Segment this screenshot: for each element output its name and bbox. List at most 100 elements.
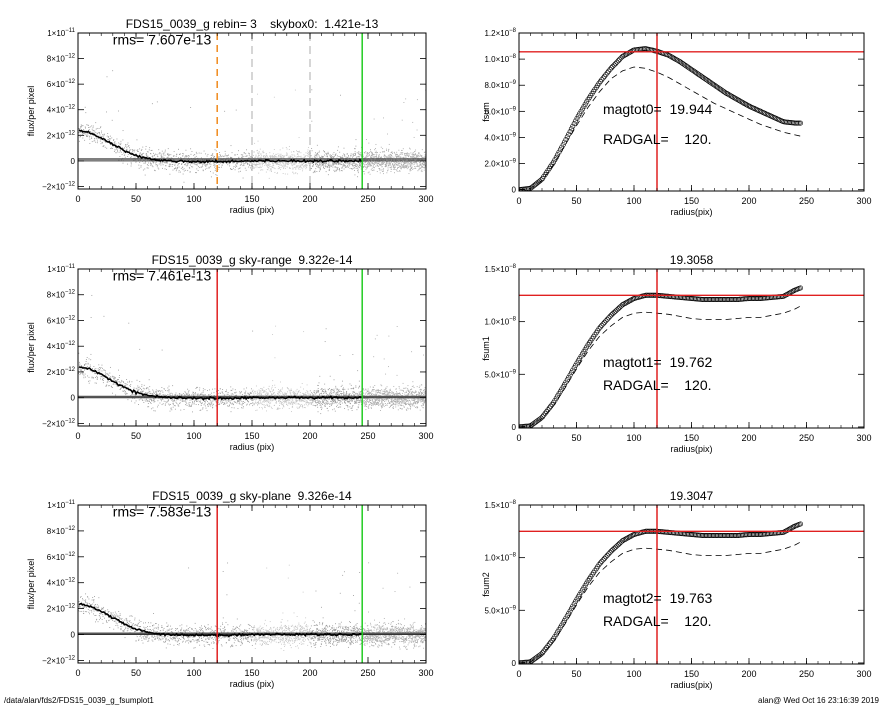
data-point — [322, 402, 324, 404]
data-point — [285, 163, 287, 165]
data-point — [125, 390, 127, 392]
data-point — [280, 390, 282, 391]
data-point — [188, 402, 190, 404]
data-point — [300, 394, 302, 396]
data-point — [316, 171, 318, 172]
data-point — [162, 403, 164, 405]
data-point — [405, 162, 407, 164]
data-point — [328, 389, 330, 391]
data-point — [369, 151, 370, 153]
data-point — [370, 150, 372, 152]
data-point — [384, 157, 386, 159]
data-point — [259, 157, 261, 159]
data-point — [378, 156, 380, 157]
data-point — [278, 408, 280, 410]
data-point — [388, 165, 390, 167]
data-point — [103, 140, 105, 141]
data-point — [299, 394, 301, 396]
data-point — [339, 163, 341, 165]
data-point — [334, 163, 335, 165]
data-point — [386, 161, 387, 163]
data-point — [351, 163, 353, 165]
data-point — [123, 388, 125, 390]
data-point — [178, 166, 180, 168]
data-point — [113, 383, 115, 385]
data-point — [155, 162, 157, 164]
data-point — [120, 142, 122, 144]
data-point — [252, 166, 254, 168]
data-point — [207, 390, 208, 392]
data-point — [393, 160, 395, 162]
data-point — [283, 394, 285, 396]
y-tick-label: 0 — [512, 186, 517, 195]
data-point — [401, 166, 403, 168]
data-point — [184, 164, 186, 166]
data-point — [100, 126, 102, 128]
data-point — [165, 390, 166, 392]
data-point — [379, 161, 381, 163]
data-point — [279, 405, 280, 407]
data-point — [199, 394, 201, 396]
data-point — [338, 156, 340, 158]
data-point — [280, 169, 281, 171]
data-point — [170, 407, 172, 409]
data-point — [225, 399, 227, 401]
data-point — [258, 154, 260, 156]
data-point — [93, 140, 95, 142]
data-point — [297, 161, 299, 163]
data-point — [281, 398, 282, 400]
data-point — [110, 376, 112, 378]
data-point — [409, 164, 411, 166]
data-point — [257, 93, 258, 95]
data-point — [375, 151, 377, 153]
data-point — [94, 382, 96, 384]
data-point — [131, 156, 133, 158]
data-point — [401, 165, 403, 167]
data-point — [303, 393, 305, 395]
data-point — [189, 402, 191, 403]
data-point — [324, 399, 325, 401]
data-point — [122, 130, 124, 132]
data-point — [263, 152, 265, 154]
data-point — [402, 165, 404, 167]
data-point — [370, 161, 372, 163]
data-point — [296, 173, 298, 175]
data-point — [96, 377, 98, 379]
data-point — [182, 398, 184, 400]
data-point — [96, 375, 98, 377]
data-point — [285, 400, 287, 402]
data-point — [354, 148, 356, 150]
data-point — [189, 162, 191, 164]
data-point — [372, 165, 374, 167]
y-tick-label: 2×10−12 — [47, 130, 76, 140]
data-point — [311, 89, 313, 91]
data-point — [406, 168, 408, 170]
data-point — [163, 152, 165, 154]
data-point — [159, 391, 161, 393]
data-point — [422, 166, 424, 168]
data-point — [128, 147, 130, 149]
data-point — [233, 400, 235, 402]
data-point — [173, 155, 175, 157]
data-point — [135, 155, 137, 157]
data-point — [401, 157, 403, 159]
data-point — [417, 155, 419, 157]
data-point — [373, 164, 375, 165]
data-point — [356, 164, 358, 166]
data-point — [286, 393, 288, 395]
data-point — [184, 394, 186, 396]
data-point — [141, 390, 143, 392]
data-point — [315, 401, 316, 403]
data-point — [265, 400, 267, 402]
data-point — [246, 404, 248, 406]
data-point — [103, 136, 105, 138]
data-point — [99, 134, 101, 136]
data-point — [377, 165, 379, 167]
data-point — [133, 394, 135, 396]
data-point — [378, 156, 380, 158]
data-point — [95, 137, 97, 139]
data-point — [182, 173, 184, 175]
data-point — [390, 161, 392, 163]
data-point — [315, 163, 317, 164]
data-point — [127, 381, 129, 383]
